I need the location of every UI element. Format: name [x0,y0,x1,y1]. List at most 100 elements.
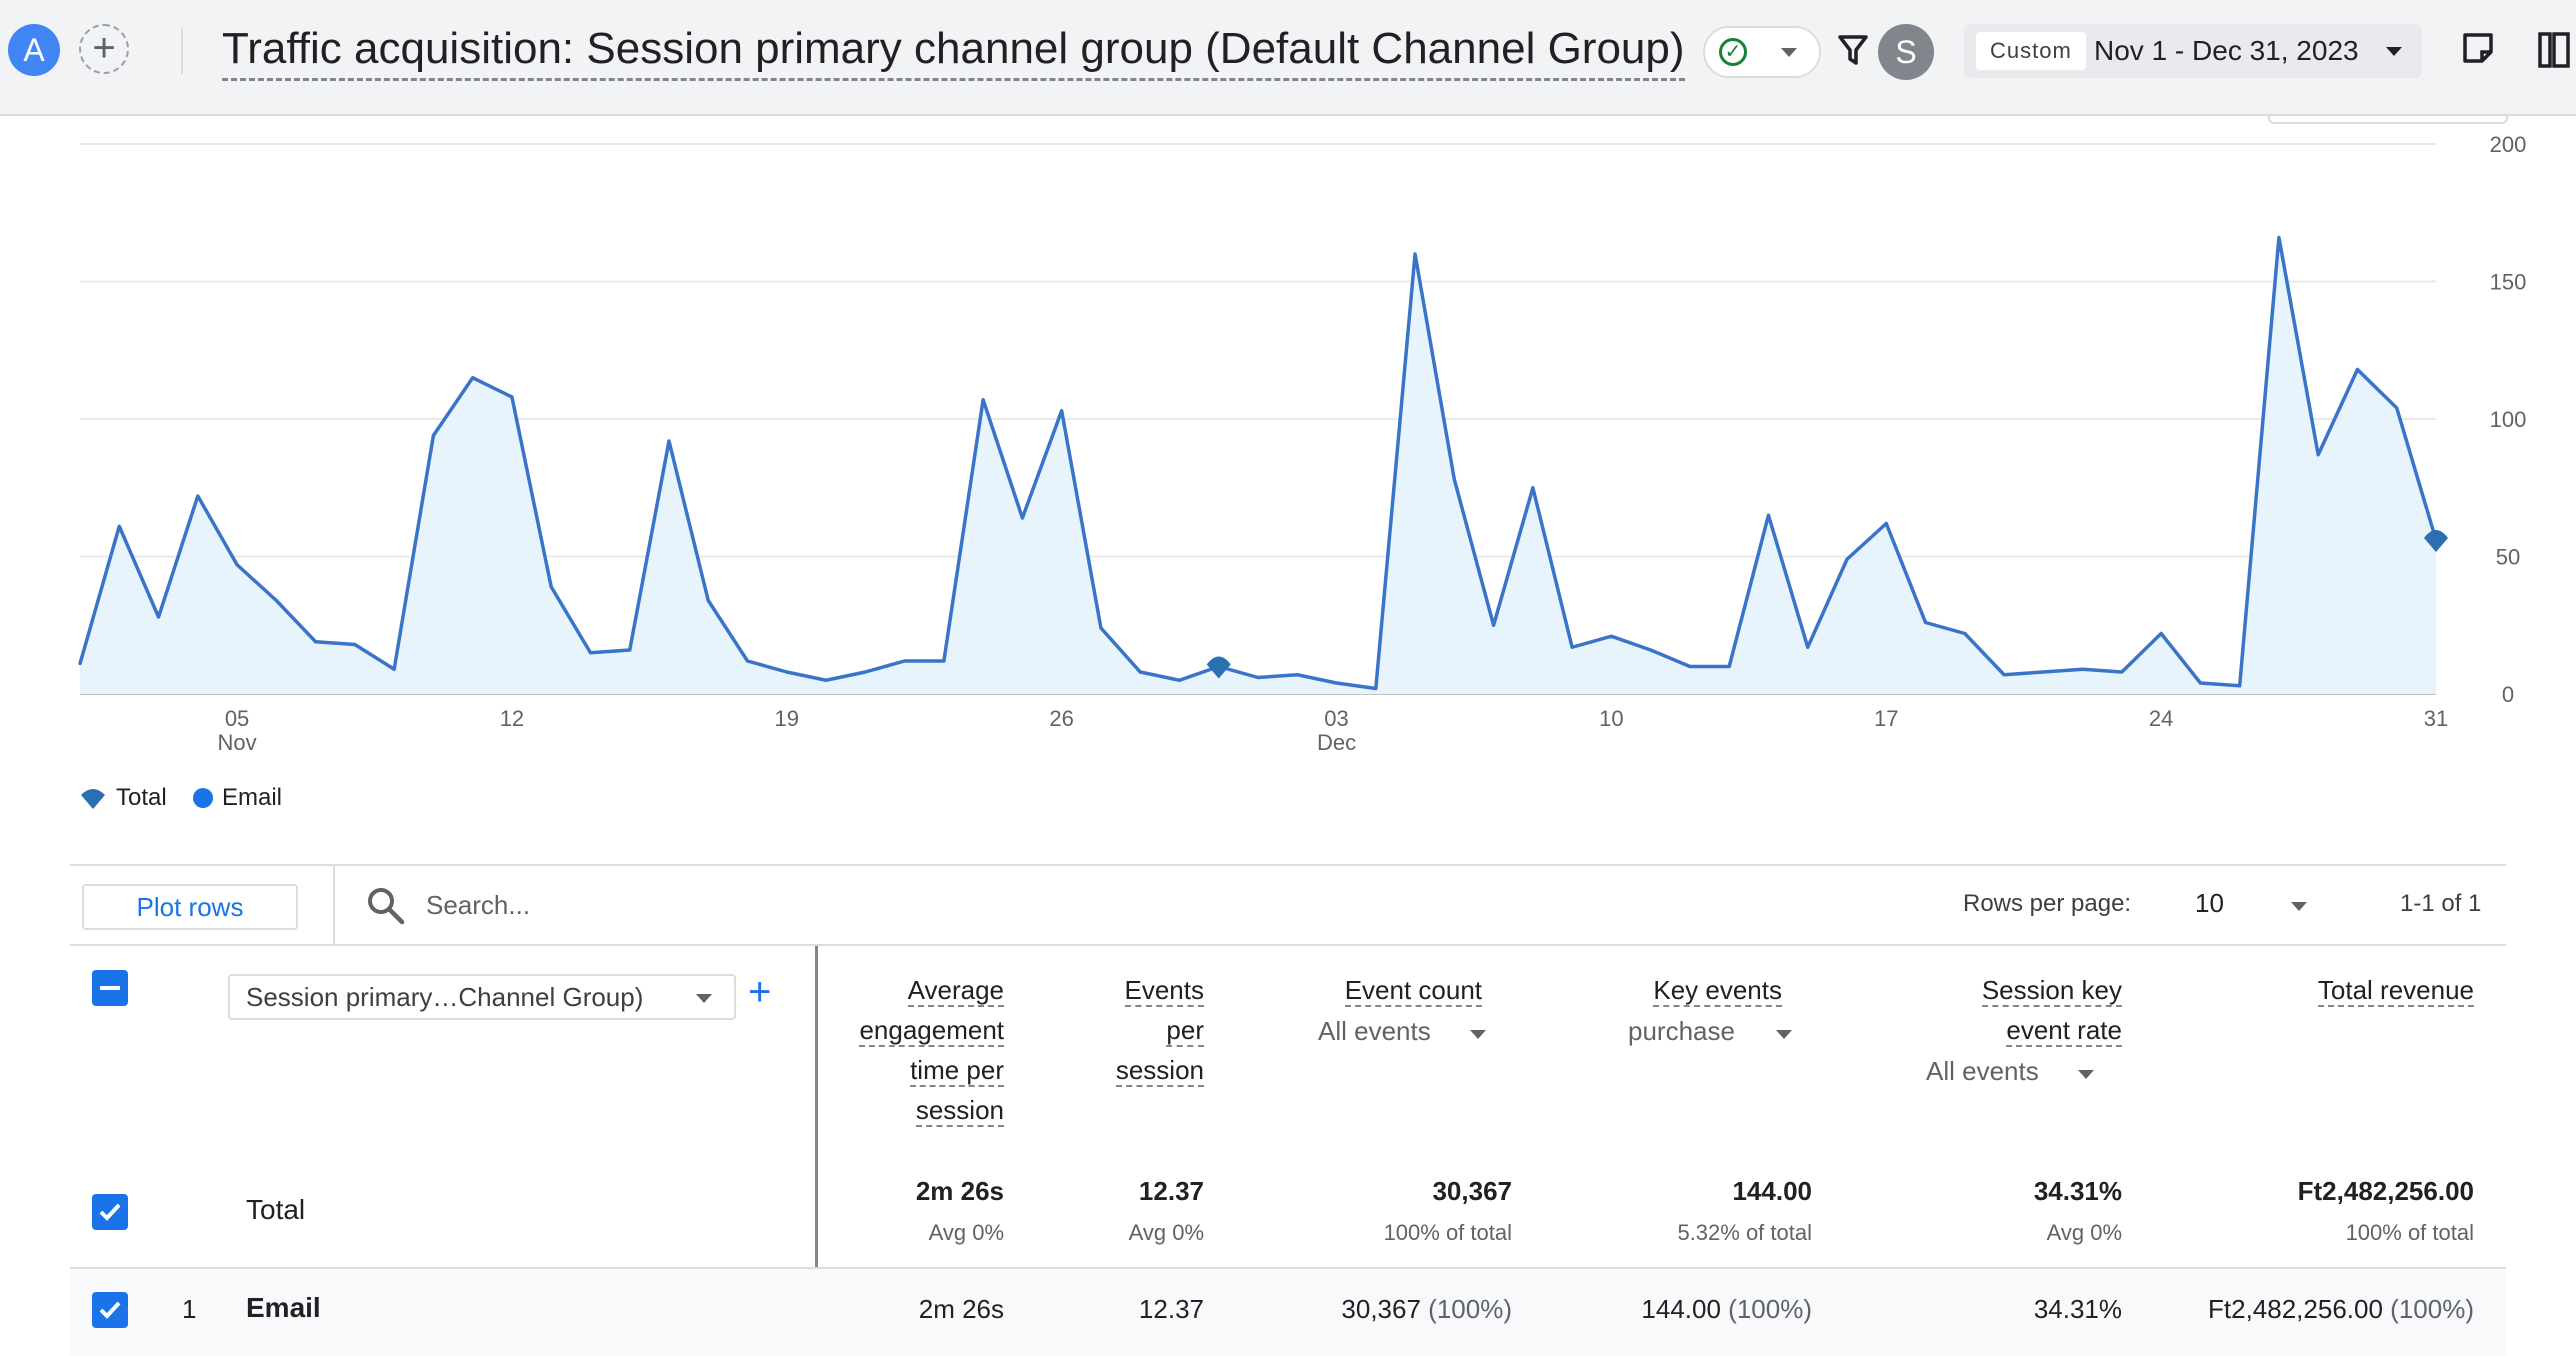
y-tick-label: 100 [2490,407,2527,432]
data-point-email [1020,516,1024,520]
legend-email[interactable]: Email [222,784,283,811]
data-point-email [2198,681,2202,685]
date-range-picker[interactable]: Custom Nov 1 - Dec 31, 2023 [1964,24,2422,78]
data-point-email [1099,626,1103,630]
checkmark-icon [99,1203,121,1221]
x-tick-label: 10 [1599,706,1623,731]
data-point-email [2002,673,2006,677]
data-point-email [549,585,553,589]
chart-type-selector[interactable] [2268,114,2508,124]
dimension-label: Session primary…Channel Group) [246,982,644,1012]
data-point-email [1413,252,1417,256]
annotation-icon[interactable] [2462,32,2494,64]
data-quality-dropdown[interactable]: ✓ [1703,26,1821,78]
pagination-text: 1-1 of 1 [2400,890,2482,917]
row-events-per-session: 12.37 [1138,1294,1204,1324]
rows-per-page-label: Rows per page: [1963,890,2132,917]
select-all-checkbox[interactable] [92,970,128,1006]
key-events-filter[interactable]: purchase [1628,1016,1828,1047]
data-point-email [903,659,907,663]
filter-icon[interactable] [1838,34,1868,66]
data-point-email [196,494,200,498]
data-point-email [1256,676,1260,679]
rows-per-page-select[interactable]: 10 [2195,888,2224,918]
col-header-event-count[interactable]: Event count [1344,975,1482,1007]
legend-total[interactable]: Total [116,784,167,811]
data-point-email [1609,634,1613,638]
chevron-down-icon [1781,48,1797,57]
chevron-down-icon [2078,1070,2094,1079]
event-count-filter[interactable]: All events [1318,1016,1518,1047]
col-header-key-events[interactable]: Key events [1653,975,1782,1007]
col-header-events-per-session[interactable]: Events per session [1115,975,1204,1087]
data-point-email [667,439,671,443]
session-key-event-filter[interactable]: All events [1926,1056,2126,1087]
data-point-email [1295,673,1299,677]
data-point-email [1492,623,1496,627]
user-avatar[interactable]: S [1878,24,1934,80]
y-tick-label: 50 [2496,545,2520,570]
data-point-email [2238,684,2242,688]
data-point-email [2395,406,2399,410]
data-point-email [1374,687,1378,690]
x-tick-label: 26 [1049,706,1073,731]
x-tick-label: 17 [1874,706,1898,731]
total-event-count: 30,367 [1432,1176,1512,1206]
y-tick-label: 200 [2490,132,2527,157]
add-dimension-button[interactable]: + [748,970,772,1014]
row-total-revenue: Ft2,482,256.00 (100%) [2208,1294,2474,1324]
data-point-email [1177,678,1181,682]
data-point-email [1649,648,1653,652]
row-session-key-event-rate: 34.31% [2033,1294,2122,1324]
total-row-checkbox[interactable] [92,1194,128,1230]
add-comparison-button[interactable]: + [79,24,129,74]
account-avatar[interactable]: A [8,24,60,76]
data-point-email [628,648,632,652]
total-key-events-sub: 5.32% of total [1677,1220,1812,1245]
plot-rows-button[interactable]: Plot rows [82,884,298,930]
session-key-event-filter-label: All events [1926,1056,2039,1086]
data-point-email [1924,621,1928,624]
data-point-email [1727,665,1731,668]
table-row[interactable] [70,1269,2506,1356]
row-dimension-email[interactable]: Email [246,1292,321,1323]
data-point-email [117,524,121,528]
data-point-email [2041,670,2045,674]
data-point-email [235,563,239,567]
chevron-down-icon [696,994,712,1003]
event-count-filter-label: All events [1318,1016,1431,1046]
col-header-avg-engagement[interactable]: Average engagement time per session [859,975,1004,1127]
dimension-select[interactable]: Session primary…Channel Group) [228,974,736,1020]
data-point-email [2355,368,2359,371]
chevron-down-icon[interactable] [2291,902,2307,911]
total-key-events: 144.00 [1732,1176,1812,1206]
col-header-session-key-event-rate[interactable]: Session key event rate [1981,975,2122,1047]
data-point-email [1688,665,1692,668]
search-input[interactable]: Search... [426,890,531,920]
page-title[interactable]: Traffic acquisition: Session primary cha… [222,20,1685,81]
total-event-count-sub: 100% of total [1383,1220,1512,1245]
data-point-email [824,678,828,682]
data-point-email [2081,667,2085,671]
total-annotation-marker [1206,656,1231,679]
data-point-email [157,615,161,619]
col-header-total-revenue[interactable]: Total revenue [2317,975,2474,1007]
row-checkbox[interactable] [92,1292,128,1328]
check-circle-icon: ✓ [1719,38,1747,66]
row-key-events: 144.00 (100%) [1641,1294,1812,1324]
total-revenue: Ft2,482,256.00 [2297,1176,2474,1206]
row-divider [70,1267,2506,1269]
x-tick-label: 24 [2149,706,2173,731]
chart-legend: Total Email [78,784,378,814]
data-point-email [1060,409,1064,413]
data-point-email [1884,522,1888,525]
report-header: A + Traffic acquisition: Session primary… [0,0,2576,116]
table-header-border [70,944,2506,946]
data-point-email [746,659,750,663]
row-avg-engagement: 2m 26s [918,1294,1004,1324]
data-point-email [314,640,318,644]
data-point-email [431,434,435,437]
data-point-email [863,670,867,674]
compare-icon[interactable] [2538,32,2570,68]
row-event-count: 30,367 (100%) [1341,1294,1512,1324]
